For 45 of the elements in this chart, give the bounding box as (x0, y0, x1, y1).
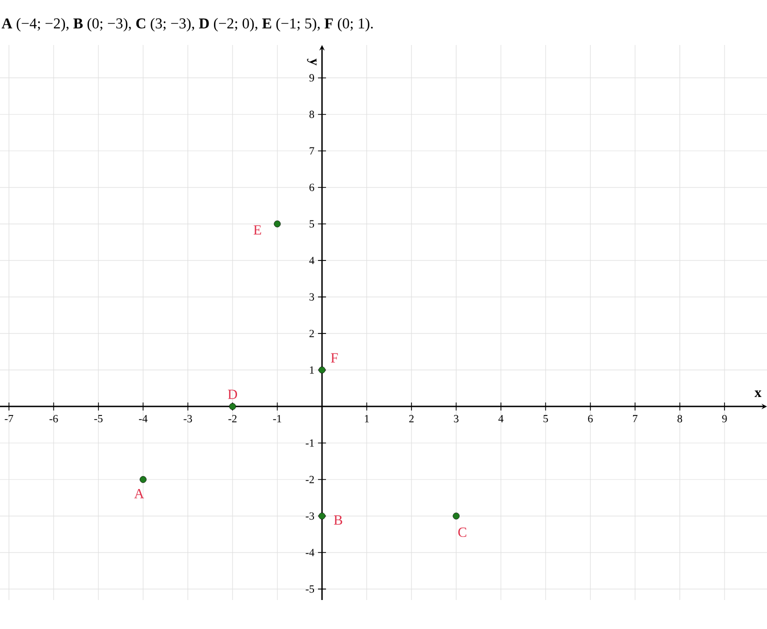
annotation: D (228, 390, 238, 399)
x-tick-label: -5 (94, 415, 103, 422)
y-tick-label: 2 (310, 330, 314, 338)
annotation: E (254, 225, 262, 234)
x-tick-label: -1 (273, 415, 282, 422)
x-tick-label: -6 (50, 415, 58, 422)
x-tick-label: -3 (184, 415, 192, 422)
y-tick-label: -2 (306, 476, 314, 484)
y-tick-label: 1 (310, 366, 314, 374)
x-tick-label: -7 (4, 415, 14, 422)
point (274, 220, 281, 228)
y-tick-label: -5 (306, 585, 314, 593)
y-tick-label: -3 (306, 512, 314, 520)
x-axis-title: x (754, 390, 762, 397)
x-tick-label: 5 (544, 415, 548, 422)
point (140, 476, 147, 483)
x-tick-label: 1 (364, 415, 369, 422)
y-axis-title: y (307, 58, 316, 66)
x-tick-label: 4 (498, 415, 504, 422)
y-tick-label: 5 (310, 220, 314, 228)
y-tick-label: 6 (309, 184, 314, 192)
x-tick-label: 8 (677, 415, 682, 422)
annotation: B (334, 515, 342, 525)
y-tick-label: -4 (306, 548, 314, 556)
point (318, 512, 326, 520)
y-tick-label: 8 (309, 110, 314, 118)
y-tick-label: 9 (309, 74, 314, 82)
y-tick-label: 4 (309, 256, 314, 264)
x-tick-label: -4 (138, 415, 148, 422)
x-tick-label: 9 (722, 415, 727, 422)
y-tick-label: 3 (310, 293, 314, 301)
chart-title: A (−4; −2), B (0; −3), C (3; −3), D (−2; 0), E (−1; 5), F (0; 1). (2, 18, 373, 32)
y-tick-label: 7 (310, 147, 314, 154)
y-tick-label: -1 (306, 439, 314, 447)
point (229, 403, 236, 410)
x-tick-label: 3 (454, 415, 458, 422)
x-tick-label: 7 (633, 415, 638, 422)
annotation: A (134, 489, 144, 498)
point (318, 366, 326, 374)
annotation: C (458, 528, 466, 537)
point (452, 512, 460, 520)
x-tick-label: 6 (588, 415, 593, 422)
annotation: F (330, 353, 338, 362)
x-tick-label: -2 (228, 415, 237, 422)
x-tick-label: 2 (409, 415, 414, 422)
